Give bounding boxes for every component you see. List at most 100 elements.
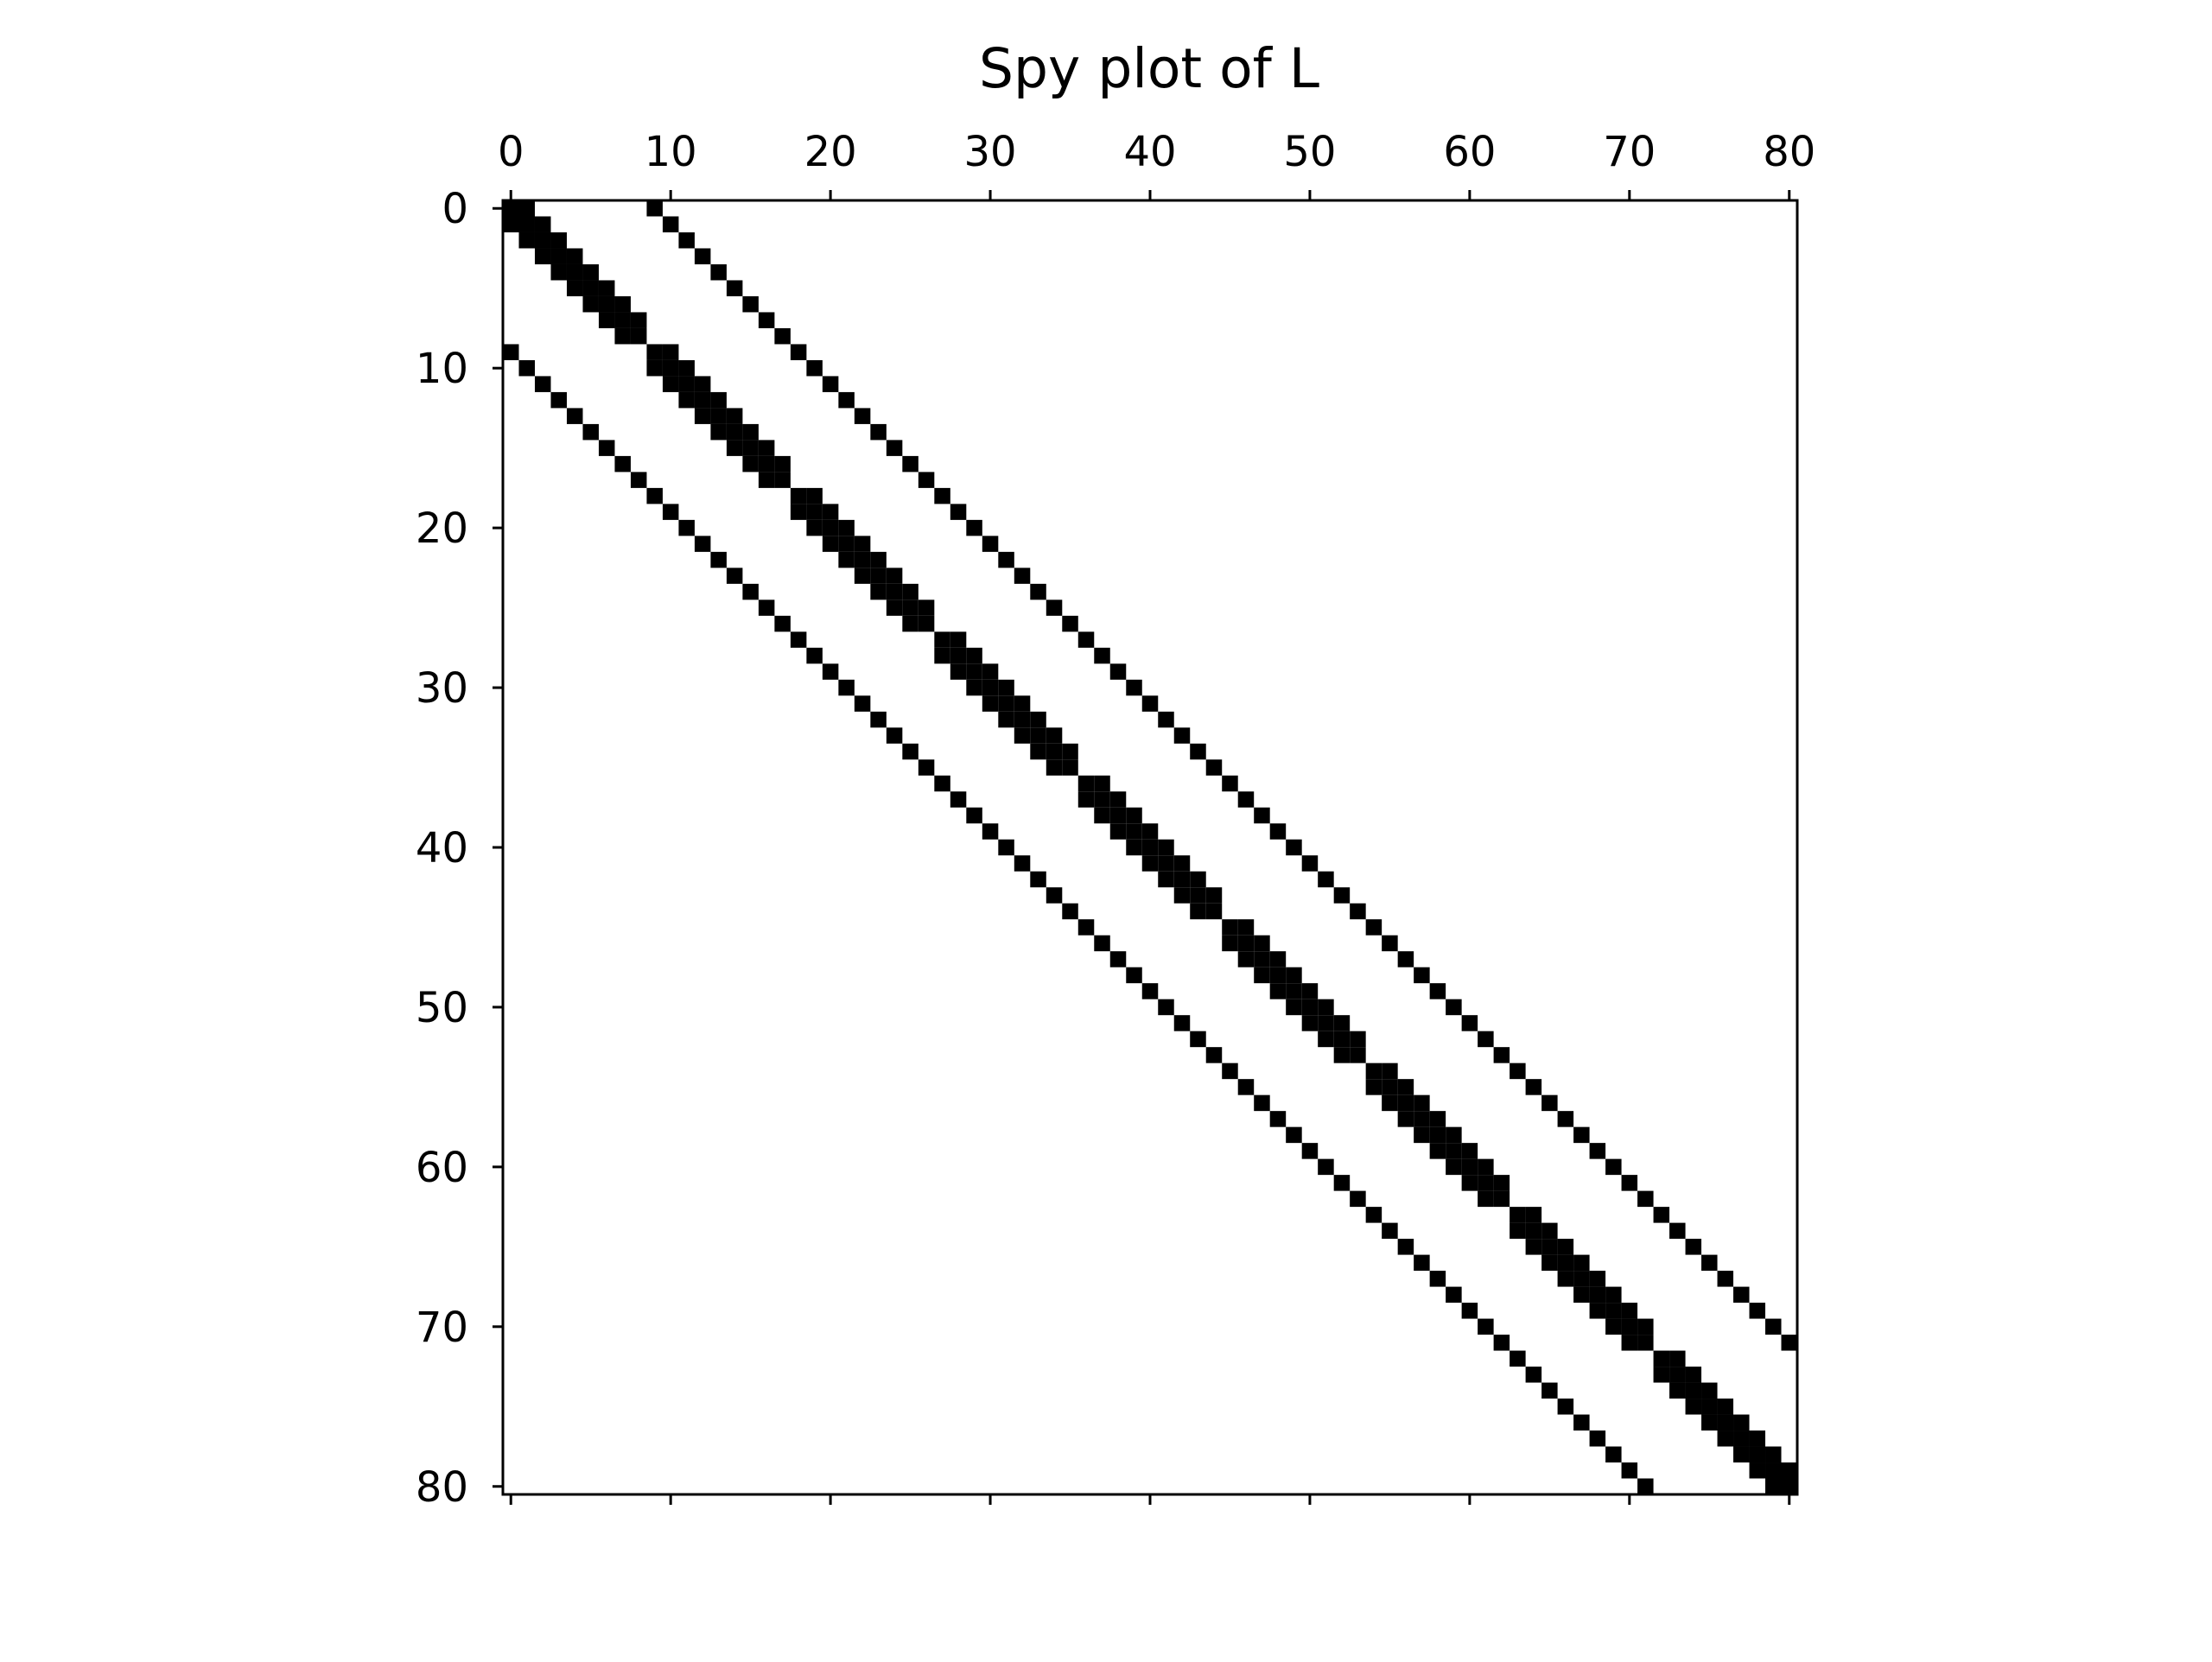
- nonzero-marker: [1141, 983, 1159, 999]
- nonzero-marker: [1749, 1430, 1766, 1447]
- nonzero-marker: [1301, 1015, 1319, 1031]
- nonzero-marker: [854, 551, 871, 568]
- nonzero-marker: [1269, 1111, 1287, 1127]
- nonzero-marker: [886, 727, 903, 744]
- nonzero-marker: [566, 280, 583, 296]
- nonzero-marker: [1237, 791, 1255, 808]
- nonzero-marker: [1765, 1446, 1782, 1463]
- nonzero-marker: [694, 376, 711, 392]
- x-tick-label: 40: [1123, 128, 1176, 176]
- nonzero-marker: [614, 327, 631, 345]
- nonzero-marker: [1254, 1094, 1270, 1112]
- nonzero-marker: [534, 376, 551, 392]
- nonzero-marker: [1557, 1399, 1574, 1415]
- y-tick-label: 10: [416, 345, 468, 393]
- nonzero-marker: [1126, 679, 1142, 696]
- nonzero-marker: [1717, 1271, 1734, 1287]
- nonzero-marker: [1541, 1094, 1558, 1112]
- nonzero-marker: [1621, 1175, 1638, 1191]
- nonzero-marker: [934, 631, 950, 648]
- nonzero-marker: [1541, 1222, 1558, 1240]
- nonzero-marker: [1350, 1190, 1366, 1208]
- nonzero-marker: [1126, 823, 1142, 840]
- nonzero-marker: [1605, 1158, 1622, 1176]
- nonzero-marker: [822, 376, 839, 392]
- nonzero-marker: [1701, 1399, 1718, 1415]
- nonzero-marker: [1333, 1175, 1351, 1191]
- nonzero-marker: [1158, 999, 1174, 1016]
- nonzero-marker: [1046, 759, 1063, 776]
- nonzero-marker: [662, 376, 679, 392]
- nonzero-marker: [758, 472, 775, 488]
- nonzero-marker: [950, 791, 967, 808]
- nonzero-marker: [1461, 1143, 1478, 1159]
- x-tick-label: 0: [498, 128, 524, 176]
- nonzero-marker: [518, 216, 535, 232]
- nonzero-marker: [518, 359, 535, 377]
- nonzero-marker: [1158, 855, 1174, 872]
- nonzero-marker: [854, 568, 871, 584]
- nonzero-marker: [982, 823, 999, 840]
- nonzero-marker: [950, 647, 967, 664]
- nonzero-marker: [1397, 1079, 1414, 1095]
- nonzero-marker: [1414, 1094, 1430, 1112]
- nonzero-marker: [630, 472, 647, 488]
- nonzero-marker: [1717, 1414, 1734, 1431]
- nonzero-marker: [1350, 1031, 1366, 1048]
- nonzero-marker: [1461, 1015, 1478, 1031]
- nonzero-marker: [1573, 1271, 1590, 1287]
- nonzero-marker: [1621, 1318, 1638, 1335]
- nonzero-marker: [902, 599, 918, 616]
- nonzero-marker: [726, 280, 743, 296]
- nonzero-marker: [1126, 839, 1142, 856]
- nonzero-marker: [1637, 1190, 1654, 1208]
- nonzero-marker: [678, 232, 695, 249]
- nonzero-marker: [1733, 1430, 1750, 1447]
- nonzero-marker: [1446, 1286, 1462, 1304]
- nonzero-marker: [1190, 743, 1206, 760]
- nonzero-marker: [1653, 1367, 1670, 1383]
- nonzero-marker: [1286, 839, 1302, 856]
- nonzero-marker: [1062, 743, 1078, 760]
- nonzero-marker: [1350, 903, 1366, 920]
- nonzero-marker: [678, 519, 695, 536]
- nonzero-marker: [966, 519, 982, 536]
- nonzero-marker: [1254, 807, 1270, 824]
- nonzero-marker: [582, 423, 599, 441]
- nonzero-marker: [662, 344, 679, 360]
- nonzero-marker: [710, 263, 727, 281]
- nonzero-marker: [1510, 1207, 1526, 1223]
- nonzero-marker: [1781, 1462, 1797, 1479]
- nonzero-marker: [870, 711, 887, 728]
- nonzero-marker: [598, 440, 615, 456]
- nonzero-marker: [982, 679, 999, 696]
- nonzero-marker: [758, 599, 775, 616]
- nonzero-marker: [518, 200, 535, 217]
- x-axis-top: 0 10 20 30 40 50 60 70 80: [498, 128, 1815, 200]
- nonzero-marker: [742, 455, 759, 473]
- nonzero-marker: [1014, 695, 1031, 712]
- nonzero-marker: [902, 583, 918, 600]
- nonzero-marker: [998, 695, 1014, 712]
- nonzero-marker: [1173, 1015, 1191, 1031]
- y-tick-label: 20: [416, 504, 468, 553]
- nonzero-marker: [1669, 1367, 1686, 1383]
- nonzero-marker: [566, 408, 583, 424]
- nonzero-marker: [1269, 823, 1287, 840]
- nonzero-marker: [1429, 983, 1446, 999]
- nonzero-marker: [1205, 1047, 1223, 1063]
- nonzero-marker: [758, 312, 775, 328]
- nonzero-marker: [534, 248, 551, 264]
- nonzero-marker: [1318, 999, 1334, 1016]
- nonzero-marker: [1669, 1350, 1686, 1367]
- nonzero-marker: [854, 408, 871, 424]
- nonzero-marker: [1429, 1111, 1446, 1127]
- nonzero-marker: [1525, 1207, 1542, 1223]
- nonzero-marker: [934, 647, 950, 664]
- nonzero-marker: [790, 487, 807, 504]
- nonzero-marker: [1109, 807, 1127, 824]
- nonzero-marker: [1254, 951, 1270, 967]
- nonzero-marker: [1301, 855, 1319, 872]
- nonzero-marker: [870, 568, 887, 584]
